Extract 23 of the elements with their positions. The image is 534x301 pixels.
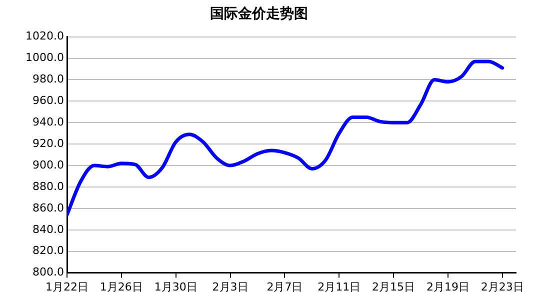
x-tick-label: 1月30日 bbox=[154, 280, 198, 294]
y-tick-label: 920.0 bbox=[32, 136, 64, 150]
y-tick-label: 980.0 bbox=[32, 72, 64, 86]
y-tick-label: 940.0 bbox=[32, 115, 64, 128]
y-tick-label: 820.0 bbox=[32, 244, 64, 258]
y-tick-label: 1000.0 bbox=[26, 51, 64, 64]
y-tick-label: 800.0 bbox=[32, 266, 64, 279]
x-tick-label: 2月3日 bbox=[212, 280, 248, 294]
x-tick-label: 2月11日 bbox=[318, 280, 361, 294]
y-tick-label: 860.0 bbox=[32, 201, 64, 214]
x-tick-label: 2月19日 bbox=[426, 280, 470, 294]
chart-title: 国际金价走势图 bbox=[210, 6, 308, 22]
line-series bbox=[67, 60, 504, 217]
x-tick-label: 2月15日 bbox=[372, 280, 416, 294]
y-tick-label: 840.0 bbox=[32, 222, 64, 236]
y-tick-label: 960.0 bbox=[32, 94, 64, 108]
x-tick-label: 1月26日 bbox=[100, 280, 143, 294]
x-tick-label: 2月7日 bbox=[266, 280, 303, 294]
y-tick-label: 880.0 bbox=[32, 180, 64, 193]
x-tick-label: 2月23日 bbox=[480, 280, 524, 294]
y-tick-label: 900.0 bbox=[32, 158, 64, 172]
x-tick-label: 1月22日 bbox=[46, 280, 88, 294]
y-tick-label: 1020.0 bbox=[26, 30, 64, 43]
